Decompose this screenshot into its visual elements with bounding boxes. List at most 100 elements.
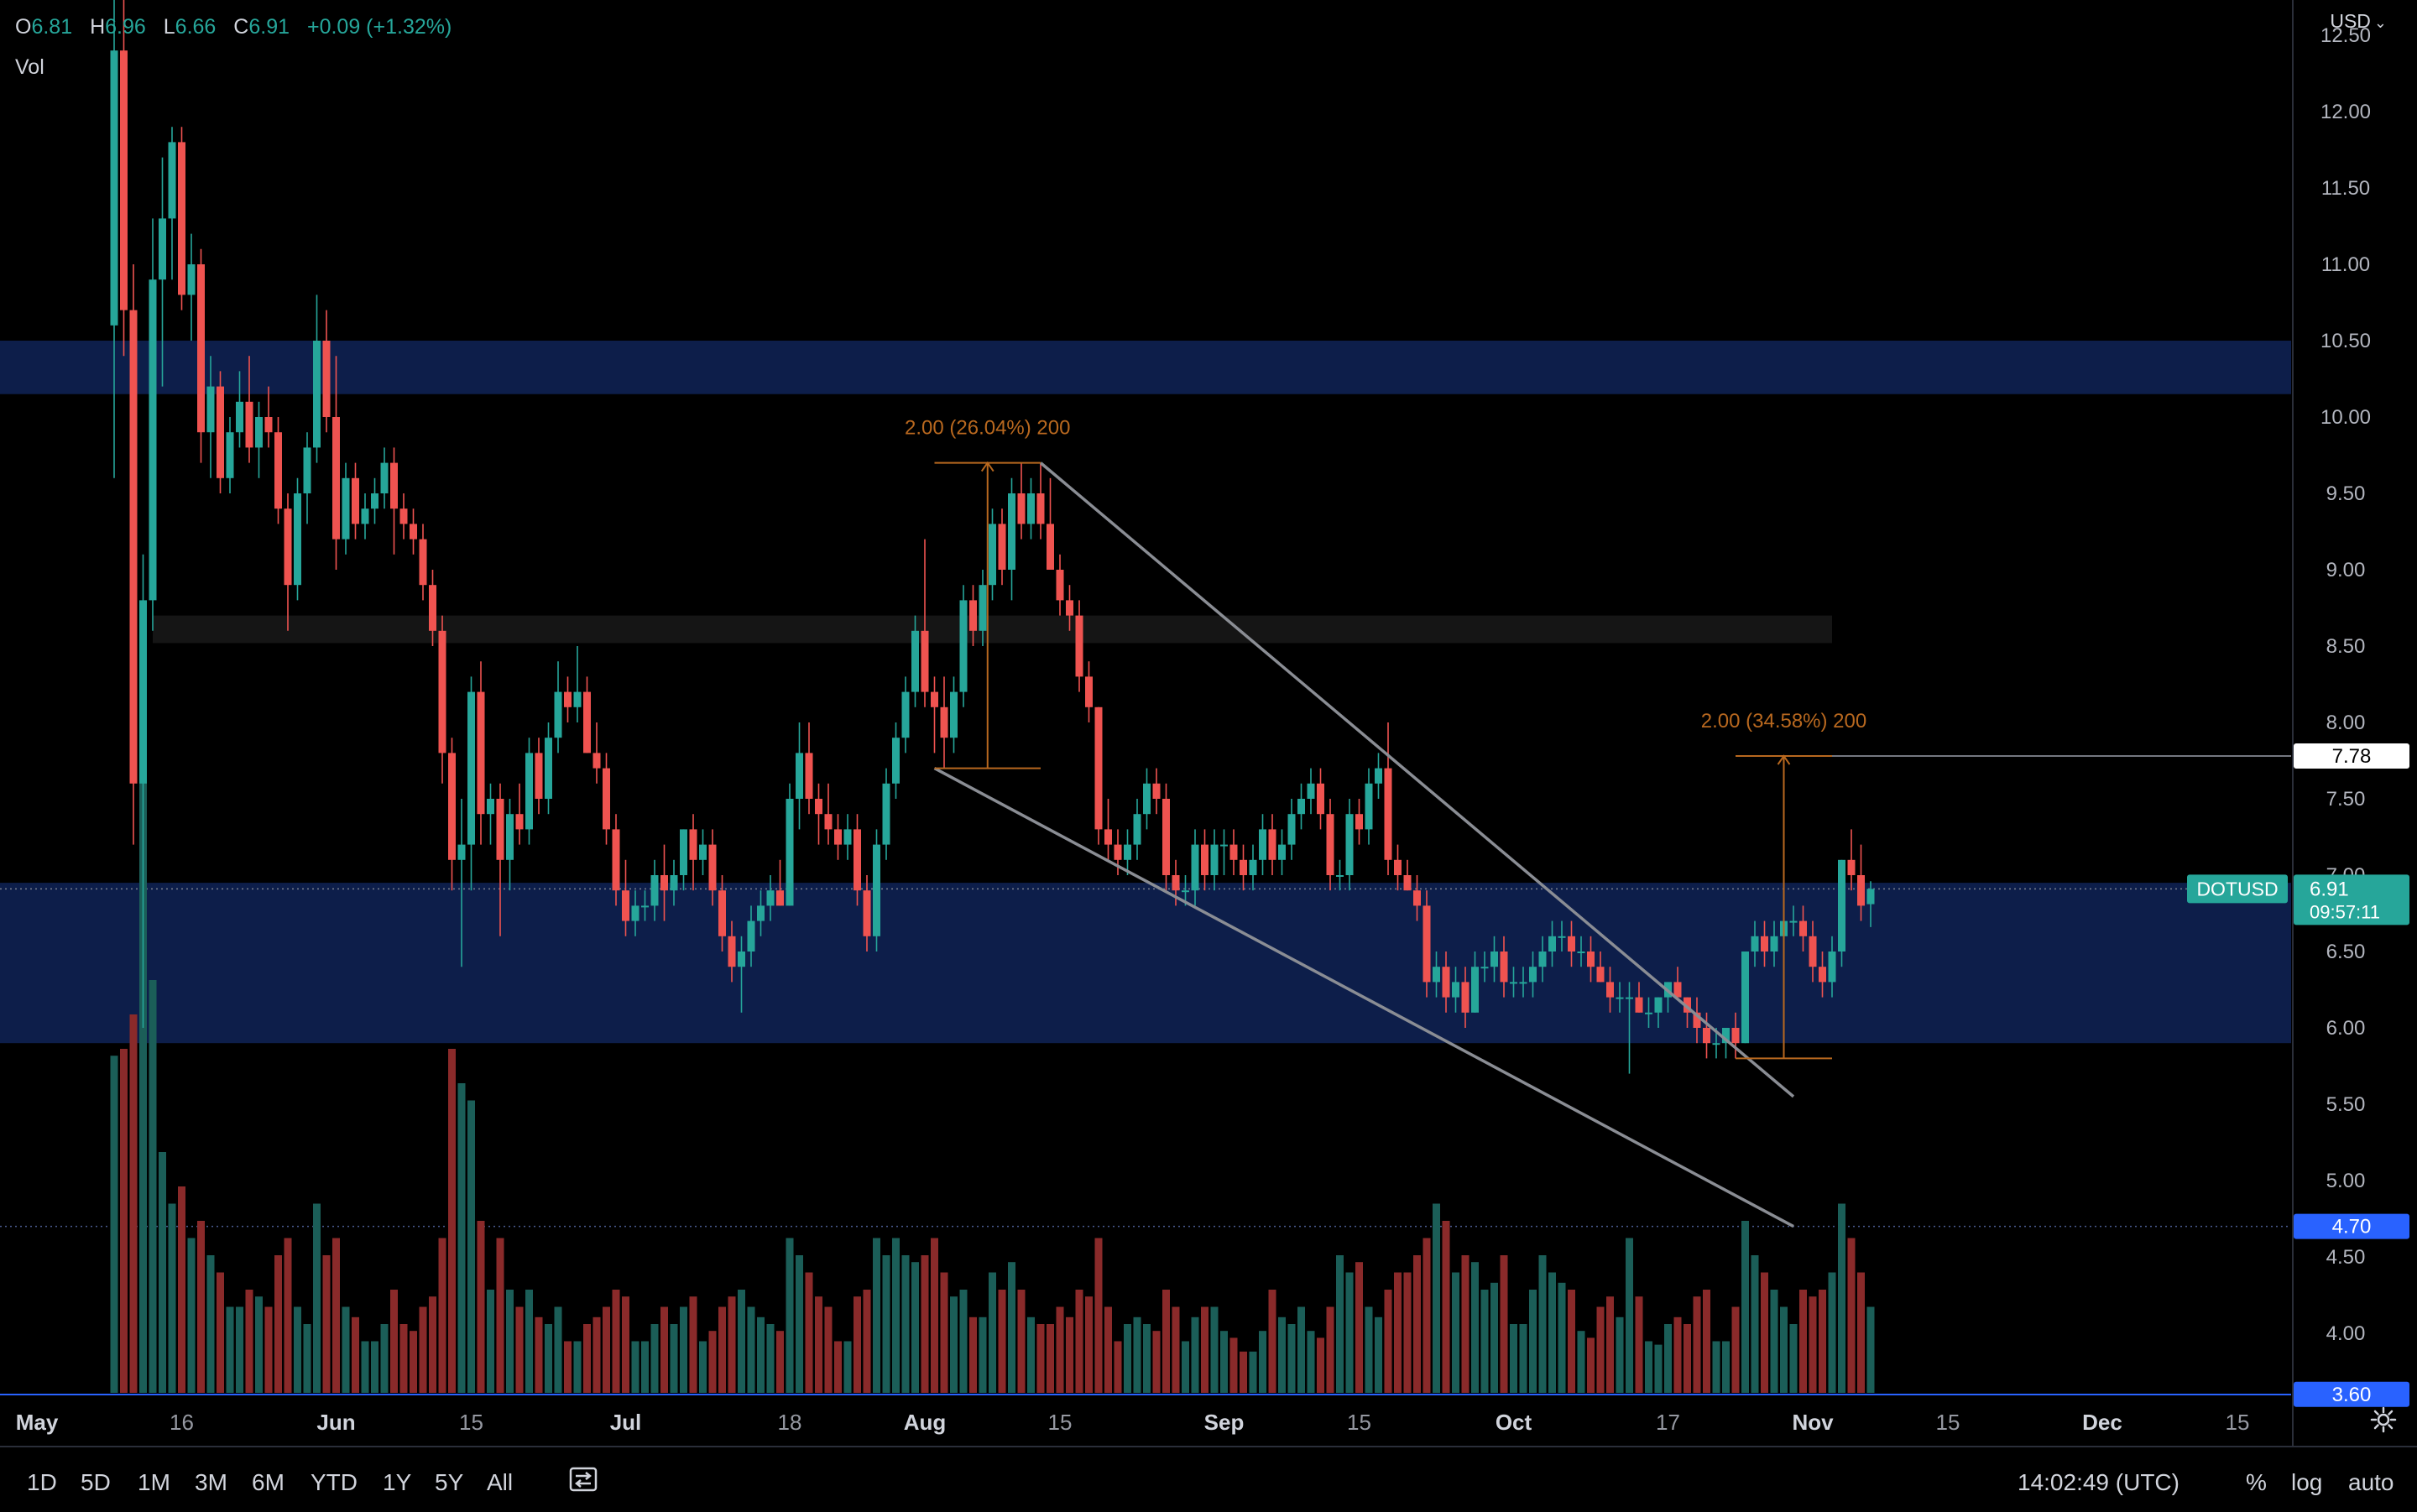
timeframe-5y[interactable]: 5Y (435, 1469, 464, 1495)
percent-toggle[interactable]: % (2246, 1469, 2267, 1495)
volume-bar (1375, 1316, 1382, 1393)
y-tick-label: 6.50 (2326, 941, 2366, 963)
volume-bar (1384, 1290, 1392, 1393)
volume-bar (371, 1341, 378, 1393)
volume-bar (159, 1152, 166, 1393)
volume-bar (728, 1296, 736, 1393)
candle-body (206, 386, 215, 433)
candle-body (294, 493, 301, 586)
candle (1036, 462, 1045, 540)
candle-body (1220, 844, 1228, 847)
candle (1297, 783, 1305, 830)
candle (1654, 997, 1663, 1028)
timeframe-ytd[interactable]: YTD (311, 1469, 358, 1495)
y-tick-label: 11.50 (2321, 177, 2370, 200)
volume-bar (496, 1238, 504, 1393)
candle-body (1355, 814, 1363, 830)
volume-bar (631, 1341, 639, 1393)
volume-bar (1297, 1306, 1305, 1393)
candle (1317, 768, 1324, 830)
trendline[interactable] (933, 767, 1794, 1228)
volume-bar (1220, 1331, 1228, 1393)
candle (1423, 890, 1431, 998)
price-chart[interactable]: 2.00 (26.04%) 200 2.00 (34.58%) 200 12.50… (0, 0, 2417, 1446)
volume-bar (1317, 1337, 1324, 1393)
volume-bar (1027, 1316, 1035, 1393)
candle-body (738, 952, 745, 967)
volume-bar (477, 1221, 485, 1393)
auto-toggle[interactable]: auto (2348, 1469, 2394, 1495)
trendline[interactable] (1039, 461, 1795, 1098)
y-tick-label: 10.00 (2320, 406, 2371, 429)
currency-selector[interactable]: USD ⌄ (2330, 10, 2387, 33)
volume-bar (1761, 1272, 1768, 1393)
volume-bar (1075, 1290, 1083, 1393)
volume-bar (1229, 1337, 1238, 1393)
candle (206, 356, 215, 478)
candle (149, 218, 157, 631)
candle-body (989, 524, 996, 586)
candle-body (399, 508, 408, 524)
candle (1124, 829, 1131, 875)
candle (477, 661, 485, 845)
candle-body (1548, 936, 1556, 952)
candle (824, 783, 833, 845)
price-range-measure[interactable]: 2.00 (26.04%) 200 (905, 417, 1070, 769)
candle (603, 753, 610, 845)
timeframe-6m[interactable]: 6M (252, 1469, 285, 1495)
candle-body (892, 738, 900, 784)
candle-body (1510, 982, 1517, 984)
candle (1789, 905, 1798, 936)
zone-band (153, 615, 1832, 644)
candle-body (834, 829, 842, 845)
volume-bar (187, 1238, 196, 1393)
candle (1761, 920, 1768, 967)
candle-body (178, 142, 185, 295)
timeframe-1d[interactable]: 1D (27, 1469, 57, 1495)
volume-bar (294, 1306, 301, 1393)
candle-body (159, 218, 166, 280)
volume-bar (1519, 1324, 1527, 1393)
volume-bar (1336, 1255, 1344, 1393)
volume-bar (1500, 1255, 1508, 1393)
candle (805, 722, 813, 815)
timeframe-5d[interactable]: 5D (81, 1469, 111, 1495)
price-range-measure[interactable]: 2.00 (34.58%) 200 (1701, 710, 1866, 1060)
candle-body (1770, 936, 1778, 952)
candle (1268, 814, 1276, 875)
candle (1741, 952, 1749, 1044)
timeframe-1y[interactable]: 1Y (383, 1469, 412, 1495)
candle (1413, 875, 1421, 921)
volume-bar (757, 1316, 765, 1393)
volume-bar (352, 1316, 359, 1393)
volume-bar (1828, 1272, 1836, 1393)
volume-bar (399, 1324, 408, 1393)
candle-body (197, 264, 205, 433)
volume-bar (786, 1238, 794, 1393)
candle (1596, 952, 1605, 983)
candle-body (352, 477, 359, 524)
candle (1857, 844, 1865, 921)
candle (1384, 722, 1392, 875)
candle (496, 783, 504, 936)
volume-bar (1133, 1316, 1141, 1393)
candle (689, 814, 697, 891)
candle (882, 768, 890, 860)
volume-bar (612, 1290, 620, 1393)
candle (1616, 982, 1624, 1013)
candle (622, 859, 629, 936)
volume-bar (1413, 1255, 1421, 1393)
timeframe-1m[interactable]: 1M (138, 1469, 170, 1495)
volume-bar (487, 1290, 494, 1393)
gear-icon[interactable] (2368, 1405, 2399, 1435)
volume-bar (1307, 1331, 1315, 1393)
timeframe-3m[interactable]: 3M (195, 1469, 227, 1495)
timeframe-all[interactable]: All (487, 1469, 514, 1495)
candle-body (448, 753, 456, 860)
candle (583, 676, 591, 753)
log-toggle[interactable]: log (2291, 1469, 2323, 1495)
candle (834, 814, 842, 860)
date-range-icon[interactable] (567, 1464, 601, 1494)
utc-clock[interactable]: 14:02:49 (UTC) (2018, 1469, 2179, 1495)
volume-bar (603, 1306, 610, 1393)
